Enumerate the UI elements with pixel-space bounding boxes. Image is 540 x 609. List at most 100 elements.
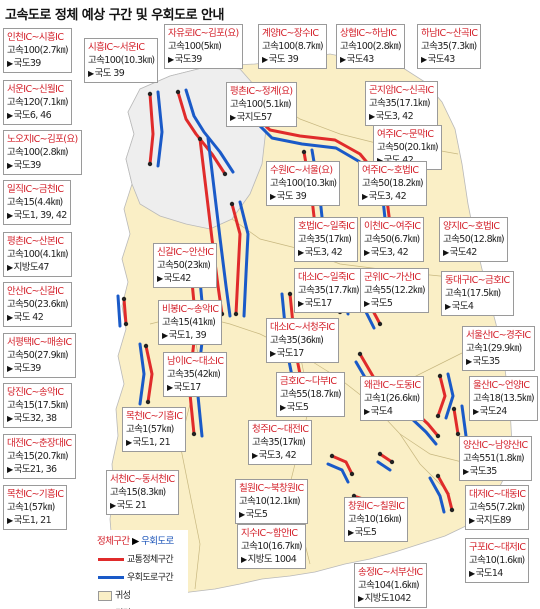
arrow-icon: ▶	[7, 211, 13, 220]
route-section: 상협IC~하남IC	[340, 28, 397, 39]
route-box-gonjiam-singok: 곤지암IC~신곡IC 고속35(17.1㎞) ▶국도3, 42	[365, 81, 438, 126]
route-detour: ▶국도5	[239, 509, 268, 520]
route-congestion: 고속100(5.1㎞)	[230, 99, 292, 110]
route-section: 자유로IC~김포(요)	[168, 28, 239, 39]
arrow-icon: ▶	[7, 59, 13, 68]
route-section: 비봉IC~송악IC	[162, 304, 219, 315]
route-section: 계양IC~장수IC	[262, 28, 319, 39]
route-box-pyeongchon-sanbon: 평촌IC~산본IC 고속100(4.1㎞) ▶지방도47	[3, 232, 73, 277]
route-section: 대소IC~일죽IC	[298, 272, 355, 283]
legend: 정체구간 ▶ 우회도로 교통정체구간 우회도로구간 귀성 귀경	[92, 530, 188, 609]
route-box-seoulsan-gyeongju: 서울산IC~경주IC 고속1(29.9㎞) ▶국도35	[462, 326, 535, 371]
route-section: 송정IC~서부산IC	[358, 567, 423, 578]
route-section: 시흥IC~서운IC	[88, 42, 145, 53]
arrow-icon: ▶	[270, 192, 276, 201]
arrow-icon: ▶	[469, 516, 475, 525]
route-detour: ▶국도21, 36	[7, 464, 57, 475]
route-section: 서울산IC~경주IC	[466, 330, 531, 341]
arrow-icon: ▶	[364, 248, 370, 257]
route-detour: ▶국도43	[340, 54, 374, 65]
route-detour: ▶국도35	[466, 356, 500, 367]
route-detour: ▶지방도47	[7, 262, 49, 273]
arrow-icon: ▶	[348, 528, 354, 537]
blue-line-icon	[98, 576, 124, 579]
congestion-line	[436, 374, 447, 418]
route-box-dangjin-songak: 당진IC~송악IC 고속15(17.5㎞) ▶국도32, 38	[3, 383, 73, 428]
route-box-dongdaegu-geumho: 동대구IC~금호IC 고속1(17.5㎞) ▶국도4	[441, 271, 514, 316]
route-box-changwon-chilwon: 창원IC~칠원IC 고속10(16㎞) ▶국도5	[344, 497, 409, 542]
route-section: 청주IC~대전IC	[252, 424, 309, 435]
route-congestion: 고속50(18.2㎞)	[362, 178, 424, 189]
congestion-line	[144, 344, 154, 404]
detour-line	[408, 415, 438, 446]
route-section: 칠원IC~북창원IC	[239, 483, 304, 494]
route-section: 대전IC~춘장대IC	[7, 438, 72, 449]
route-detour: ▶국도35	[463, 466, 497, 477]
route-box-ulsan-eonyang: 울산IC~언양IC 고속18(13.5㎞) ▶국도24	[469, 376, 539, 421]
arrow-icon: ▶	[280, 403, 286, 412]
route-detour: ▶국지도57	[230, 112, 272, 123]
legend-title: 정체구간 ▶ 우회도로	[97, 533, 174, 547]
route-box-icheon-yeoju: 이천IC~여주IC 고속50(6.7㎞) ▶국도3, 42	[360, 217, 425, 262]
route-box-suwon-seoul: 수원IC~서울(요) 고속100(10.3㎞) ▶국도 39	[266, 161, 341, 206]
detour-line	[116, 294, 122, 328]
route-box-daejeon-chunjangdae: 대전IC~춘장대IC 고속15(20.7㎞) ▶국도21, 36	[3, 434, 76, 479]
arrow-icon: ▶	[7, 516, 13, 525]
route-section: 군위IC~가산IC	[364, 272, 421, 283]
route-congestion: 고속35(17㎞)	[298, 234, 352, 245]
yellow-swatch-icon	[98, 590, 112, 601]
route-congestion: 고속35(36㎞)	[270, 335, 324, 346]
arrow-icon: ▶	[168, 55, 174, 64]
route-box-mokcheon-giheung-1: 목천IC~기흥IC 고속1(57㎞) ▶국도1, 21	[122, 407, 187, 452]
congestion-line	[230, 202, 242, 316]
route-detour: ▶국도3, 42	[364, 247, 409, 258]
route-section: 인천IC~시흥IC	[7, 32, 64, 43]
route-detour: ▶국도6, 46	[7, 110, 52, 121]
arrow-icon: ▶	[340, 55, 346, 64]
arrow-icon: ▶	[463, 467, 469, 476]
route-box-sanghyeop-hanam: 상협IC~하남IC 고속100(2.8㎞) ▶국도43	[336, 24, 406, 69]
route-congestion: 고속10(16㎞)	[348, 514, 402, 525]
route-section: 호법IC~일죽IC	[298, 221, 355, 232]
route-congestion: 고속35(17.1㎞)	[369, 98, 431, 109]
arrow-icon: ▶	[110, 501, 116, 510]
route-box-seoun-sinwol: 서운IC~신월IC 고속120(7.1㎞) ▶국도6, 46	[3, 80, 73, 125]
route-detour: ▶국도3, 42	[369, 111, 414, 122]
route-congestion: 고속551(1.8㎞)	[463, 453, 525, 464]
route-detour: ▶지방도1042	[358, 593, 411, 604]
arrow-icon: ▶	[262, 55, 268, 64]
route-detour: ▶국도5	[280, 402, 309, 413]
route-box-pyeongchon-jeonggye: 평촌IC~정계(요) 고속100(5.1㎞) ▶국지도57	[226, 82, 297, 127]
route-box-daeso-seocheongju: 대소IC~서청주IC 고속35(36㎞) ▶국도17	[266, 318, 339, 363]
detour-line	[376, 460, 392, 472]
route-section: 평촌IC~산본IC	[7, 236, 64, 247]
route-box-bibong-songak: 비봉IC~송악IC 고속15(41㎞) ▶국도1, 39	[158, 300, 223, 345]
arrow-icon: ▶	[364, 407, 370, 416]
route-box-jisu-haman: 지수IC~함안IC 고속10(16.7㎞) ▶지방도 1004	[237, 524, 307, 569]
route-detour: ▶국도 39	[88, 68, 125, 79]
route-box-incheon-siheung: 인천IC~시흥IC 고속100(2.7㎞) ▶국도39	[3, 28, 73, 73]
route-section: 남이IC~대소IC	[167, 356, 224, 367]
route-congestion: 고속100(10.3㎞)	[88, 55, 155, 66]
arrow-icon: ▶	[162, 331, 168, 340]
route-congestion: 고속35(42㎞)	[167, 369, 221, 380]
route-box-hobeop-iljuk: 호법IC~일죽IC 고속35(17㎞) ▶국도3, 42	[294, 217, 359, 262]
route-detour: ▶국도 42	[377, 154, 438, 167]
route-section: 하남IC~산곡IC	[421, 28, 478, 39]
route-section: 신갈IC~안산IC	[157, 247, 214, 258]
arrow-icon: ▶	[298, 299, 304, 308]
arrow-icon: ▶	[7, 161, 13, 170]
route-detour: ▶국도1, 21	[126, 437, 171, 448]
route-section: 울산IC~언양IC	[473, 380, 530, 391]
route-congestion: 고속10(12.1㎞)	[239, 496, 301, 507]
route-box-yangji-hobeop: 양지IC~호법IC 고속50(12.8㎞) ▶국도42	[439, 217, 509, 262]
arrow-icon: ▶	[362, 192, 368, 201]
route-box-jayuro-gimpo: 자유로IC~김포(요) 고속100(5㎞) ▶국도39	[164, 24, 243, 69]
route-section: 양지IC~호법IC	[443, 221, 500, 232]
route-congestion: 고속100(2.7㎞)	[7, 45, 69, 56]
route-congestion: 고속100(10.3㎞)	[270, 178, 337, 189]
route-box-mokcheon-giheung-2: 목천IC~기흥IC 고속1(57㎞) ▶국도1, 21	[3, 485, 68, 530]
route-detour: ▶국도17	[270, 348, 304, 359]
route-section: 동대구IC~금호IC	[445, 275, 510, 286]
legend-item-homebound: 귀성	[98, 588, 131, 601]
